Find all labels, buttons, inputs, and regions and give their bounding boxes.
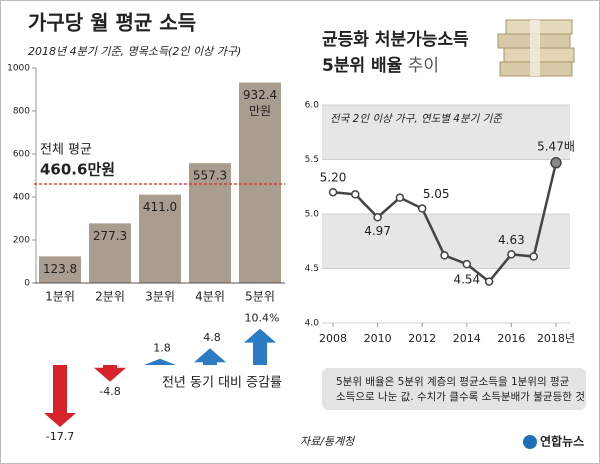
y-tick-label: 5.5 bbox=[305, 155, 319, 165]
value-label: 4.97 bbox=[364, 224, 391, 238]
x-tick-label: 4분위 bbox=[195, 290, 225, 304]
change-arrow bbox=[244, 328, 276, 365]
y-tick-label: 0 bbox=[24, 279, 30, 289]
bar bbox=[189, 163, 231, 283]
point bbox=[395, 193, 405, 202]
change-arrow bbox=[94, 365, 126, 382]
average-label: 전체 평균 bbox=[40, 142, 92, 157]
point bbox=[529, 252, 538, 261]
x-tick-label: 2018년 bbox=[537, 332, 575, 345]
ratio-title: 균등화 처분가능소득 bbox=[322, 30, 469, 50]
point bbox=[507, 250, 516, 259]
y-tick-label: 5.0 bbox=[305, 210, 320, 220]
value-label: 557.3 bbox=[193, 169, 227, 183]
x-tick-label: 2016 bbox=[497, 332, 525, 345]
note-line: 소득으로 나눈 값. 수치가 클수록 소득분배가 불균등한 것 bbox=[336, 391, 585, 403]
value-label: 4.54 bbox=[453, 273, 480, 287]
bar bbox=[89, 223, 131, 283]
x-tick-label: 2012 bbox=[408, 332, 436, 345]
y-tick-label: 4.5 bbox=[305, 264, 319, 274]
x-tick-label: 1분위 bbox=[45, 290, 75, 304]
change-arrow bbox=[44, 365, 76, 427]
value-label: -17.7 bbox=[46, 430, 74, 443]
income-title: 가구당 월 평균 소득 bbox=[28, 11, 196, 35]
change-caption: 전년 동기 대비 증감률 bbox=[162, 376, 282, 391]
point bbox=[550, 157, 562, 169]
bar bbox=[39, 256, 81, 283]
value-label: 5.20 bbox=[320, 171, 347, 185]
value-label: 10.4% bbox=[245, 312, 280, 325]
value-label: 5.05 bbox=[423, 187, 450, 201]
x-tick-label: 2분위 bbox=[95, 290, 125, 304]
unit-label: 만원 bbox=[249, 104, 271, 118]
point bbox=[440, 251, 449, 260]
y-tick-label: 4.0 bbox=[305, 319, 320, 329]
note-box bbox=[322, 368, 586, 410]
x-tick-label: 2014 bbox=[453, 332, 481, 345]
y-tick-label: 600 bbox=[13, 150, 30, 160]
value-label: 932.4 bbox=[243, 88, 277, 102]
source: 자료/통계청 bbox=[300, 435, 356, 448]
bar bbox=[139, 194, 181, 283]
income-subtitle: 2018년 4분기 기준, 명목소득(2인 이상 가구) bbox=[28, 45, 241, 58]
x-tick-label: 5분위 bbox=[245, 290, 275, 304]
ratio-title-main: 5분위 배율 bbox=[322, 56, 403, 76]
note-line: 5분위 배율은 5분위 계층의 평균소득을 1분위의 평균 bbox=[336, 375, 570, 388]
x-tick-label: 3분위 bbox=[145, 290, 175, 304]
band bbox=[322, 105, 570, 160]
money-stack bbox=[497, 19, 575, 77]
value-label: 5.47배 bbox=[537, 139, 575, 153]
y-tick-label: 6.0 bbox=[305, 101, 320, 111]
point bbox=[417, 204, 427, 213]
point bbox=[351, 190, 360, 199]
bar bbox=[239, 82, 281, 283]
value-label: 1.8 bbox=[153, 342, 171, 355]
x-tick-label: 2010 bbox=[364, 332, 392, 345]
y-tick-label: 200 bbox=[13, 236, 30, 246]
band bbox=[322, 214, 570, 269]
value-label: 277.3 bbox=[93, 229, 127, 243]
ratio-title-line2: 5분위 배율 추이 bbox=[322, 56, 439, 76]
value-label: 123.8 bbox=[43, 262, 77, 276]
value-label: 4.63 bbox=[498, 233, 525, 247]
average-value-label: 460.6만원 bbox=[40, 160, 115, 178]
change-arrow bbox=[144, 358, 176, 365]
value-label: -4.8 bbox=[99, 385, 120, 398]
logo-icon bbox=[523, 435, 537, 449]
change-arrow bbox=[194, 348, 226, 365]
ratio-title-suffix: 추이 bbox=[408, 56, 439, 76]
logo: 연합뉴스 bbox=[540, 434, 584, 449]
point bbox=[462, 259, 472, 269]
y-tick-label: 800 bbox=[13, 107, 30, 117]
y-tick-label: 1000 bbox=[7, 64, 30, 74]
point bbox=[328, 187, 338, 197]
point bbox=[484, 277, 494, 286]
y-tick-label: 400 bbox=[13, 193, 30, 203]
ratio-subtitle: 전국 2인 이상 가구, 연도별 4분기 기준 bbox=[330, 113, 503, 125]
x-tick-label: 2008 bbox=[319, 332, 347, 345]
value-label: 411.0 bbox=[143, 200, 177, 214]
value-label: 4.8 bbox=[203, 331, 221, 344]
point bbox=[373, 213, 382, 222]
